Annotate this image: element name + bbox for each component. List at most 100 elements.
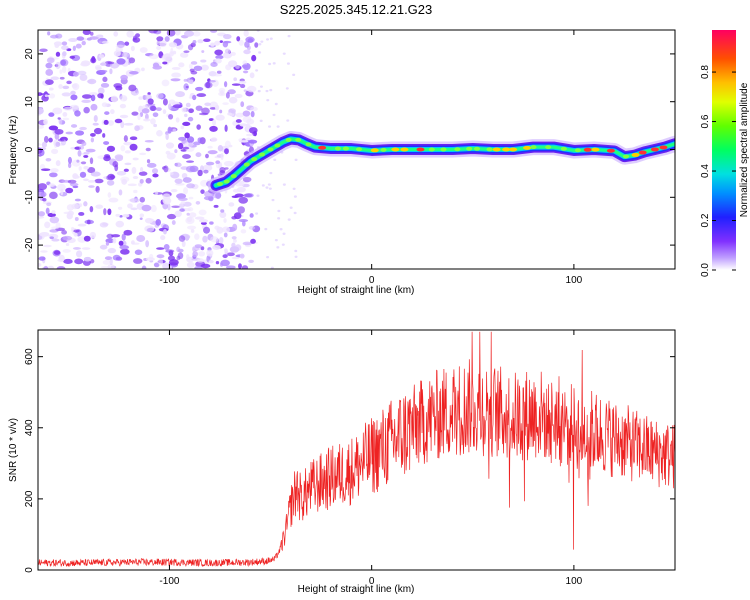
noise-speck — [196, 93, 207, 98]
noise-speck — [224, 124, 228, 132]
noise-speck — [50, 226, 59, 230]
noise-speck — [175, 91, 185, 98]
noise-speck — [150, 204, 157, 213]
noise-speck — [44, 79, 54, 86]
noise-speck — [252, 131, 257, 137]
noise-speck — [44, 94, 49, 98]
noise-speck — [268, 125, 272, 128]
noise-speck — [218, 236, 224, 244]
noise-speck — [83, 178, 89, 182]
noise-speck — [282, 52, 286, 55]
noise-speck — [114, 118, 123, 124]
noise-speck — [186, 254, 190, 260]
noise-speck — [90, 171, 101, 177]
noise-speck — [240, 229, 247, 234]
noise-speck — [250, 106, 258, 112]
noise-speck — [119, 245, 130, 250]
noise-speck — [188, 142, 194, 147]
noise-speck — [70, 94, 78, 101]
noise-speck — [210, 236, 219, 243]
noise-speck — [268, 187, 272, 190]
noise-speck — [115, 44, 125, 49]
noise-speck — [273, 158, 277, 162]
noise-speck — [223, 218, 227, 223]
noise-speck — [41, 141, 47, 148]
noise-speck — [180, 149, 187, 152]
noise-speck — [168, 42, 178, 48]
noise-speck — [149, 253, 154, 260]
noise-speck — [222, 52, 232, 59]
colorbar-label: Normalized spectral amplitude — [739, 82, 750, 217]
noise-speck — [66, 80, 72, 85]
noise-speck — [186, 261, 195, 269]
noise-speck — [43, 244, 52, 248]
noise-speck — [155, 107, 162, 112]
noise-speck — [124, 122, 134, 126]
noise-speck — [195, 105, 203, 111]
noise-speck — [215, 260, 220, 265]
noise-speck — [182, 154, 191, 159]
noise-speck — [209, 221, 214, 225]
noise-speck — [127, 183, 137, 187]
noise-speck — [115, 220, 124, 228]
noise-speck — [166, 213, 177, 220]
noise-speck — [220, 209, 225, 213]
noise-speck — [203, 226, 211, 234]
noise-speck — [103, 155, 111, 162]
noise-speck — [198, 112, 209, 116]
noise-speck — [50, 76, 60, 81]
noise-speck — [194, 233, 200, 240]
noise-speck — [227, 112, 233, 116]
noise-speck — [271, 198, 275, 202]
noise-speck — [178, 203, 185, 208]
noise-speck — [190, 70, 198, 75]
noise-speck — [135, 33, 141, 38]
colorbar-tick-label: 0.6 — [700, 114, 711, 128]
noise-speck — [224, 148, 229, 155]
noise-speck — [144, 113, 149, 121]
noise-speck — [174, 149, 178, 154]
noise-speck — [67, 156, 72, 164]
noise-speck — [109, 68, 113, 75]
noise-speck — [38, 215, 45, 219]
noise-speck — [219, 109, 223, 114]
ridge-hotspot — [258, 152, 265, 157]
noise-speck — [124, 150, 131, 154]
noise-speck — [244, 41, 250, 48]
noise-speck — [86, 219, 91, 225]
noise-speck — [53, 41, 63, 47]
noise-speck — [120, 121, 125, 129]
noise-speck — [171, 205, 181, 209]
noise-speck — [104, 111, 110, 115]
noise-speck — [81, 99, 92, 104]
noise-speck — [184, 30, 195, 37]
noise-speck — [108, 197, 119, 203]
noise-speck — [110, 109, 115, 115]
noise-speck — [210, 42, 215, 47]
noise-speck — [76, 250, 83, 258]
noise-speck — [93, 127, 103, 135]
noise-speck — [168, 259, 179, 266]
noise-speck — [90, 132, 96, 137]
noise-speck — [286, 119, 290, 122]
noise-speck — [260, 40, 264, 43]
noise-speck — [222, 41, 229, 48]
noise-speck — [186, 160, 195, 163]
noise-speck — [152, 65, 163, 70]
noise-speck — [38, 256, 46, 261]
noise-speck — [238, 196, 249, 204]
noise-speck — [83, 256, 92, 262]
noise-speck — [186, 183, 195, 189]
noise-speck — [121, 233, 126, 241]
noise-speck — [159, 40, 167, 48]
noise-speck — [57, 138, 65, 142]
noise-speck — [73, 247, 81, 250]
noise-speck — [177, 142, 184, 150]
noise-speck — [261, 184, 265, 187]
ridge-hotspot — [380, 147, 387, 152]
snr-x-tick-label: -100 — [159, 576, 179, 587]
noise-speck — [75, 43, 82, 49]
noise-speck — [187, 225, 197, 230]
